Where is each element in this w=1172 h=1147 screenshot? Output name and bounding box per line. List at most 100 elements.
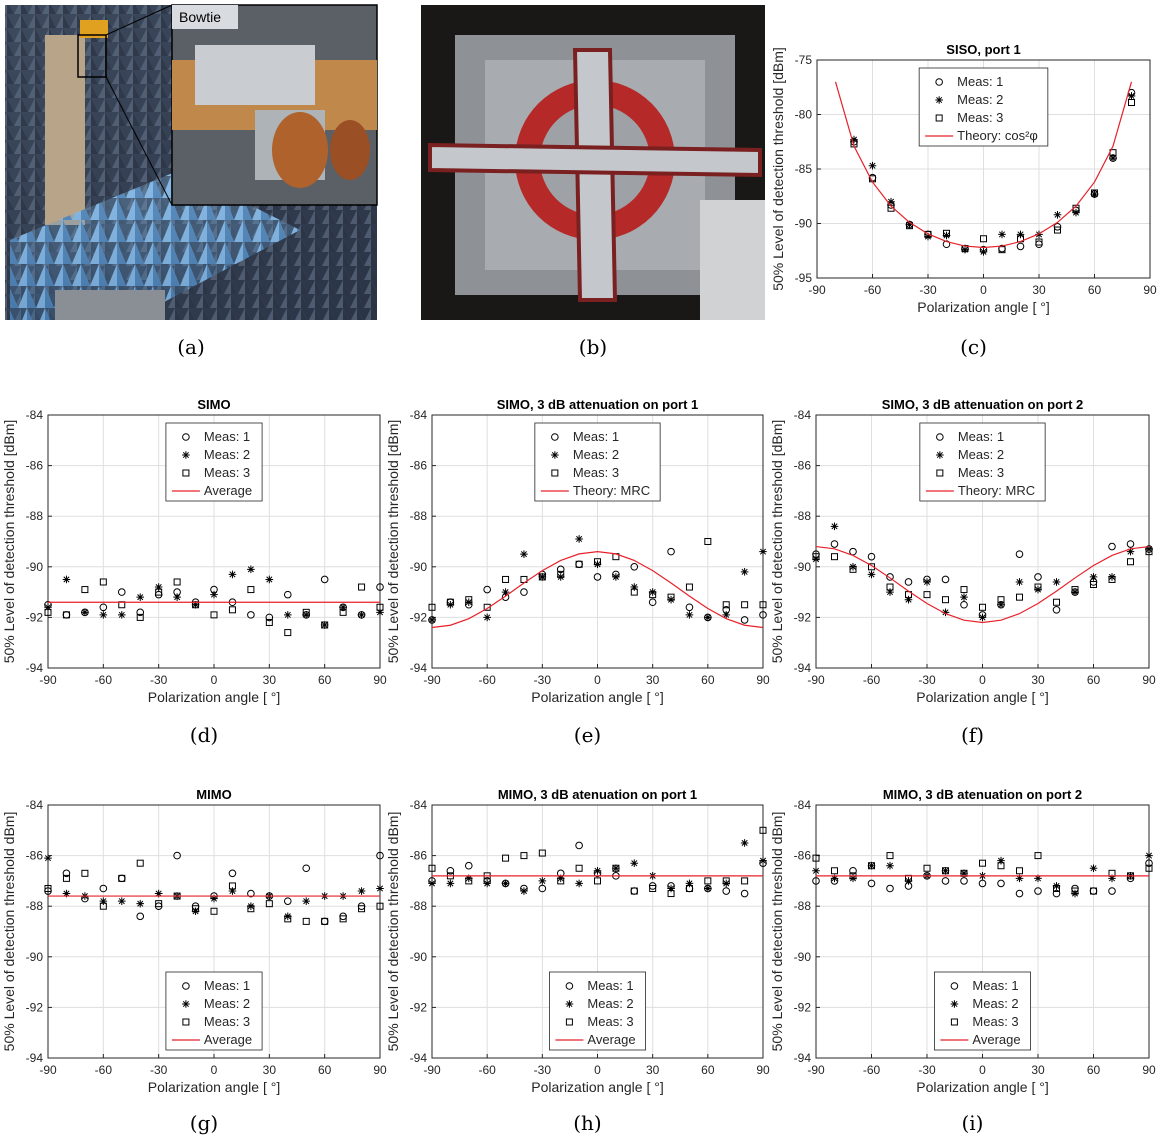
marker bbox=[357, 887, 366, 895]
marker bbox=[283, 897, 292, 905]
marker bbox=[376, 583, 384, 591]
marker bbox=[979, 248, 988, 256]
legend-marker bbox=[936, 433, 944, 441]
marker bbox=[302, 917, 310, 925]
marker bbox=[868, 862, 875, 870]
marker bbox=[978, 613, 987, 622]
marker bbox=[1126, 547, 1135, 556]
photo-b bbox=[421, 5, 765, 320]
legend-marker bbox=[182, 433, 190, 441]
y-tick-label: -86 bbox=[410, 459, 428, 473]
line bbox=[834, 81, 1133, 249]
legend-swatch bbox=[551, 451, 559, 459]
y-tick-label: -84 bbox=[410, 798, 428, 812]
chart: -90 -60 -30 0 30 60 90 -94 -92 -90 -88 -86 -84 MIMO Po… bbox=[1, 787, 387, 1095]
legend-label: Average bbox=[204, 1032, 252, 1047]
marker bbox=[997, 600, 1005, 609]
x-tick-label: 90 bbox=[756, 1063, 770, 1077]
marker bbox=[630, 588, 638, 596]
marker bbox=[1108, 542, 1116, 551]
marker bbox=[446, 598, 454, 606]
marker bbox=[62, 869, 71, 878]
legend: Meas: 1 Meas: 2 Meas: 3 Theory: cos²φ bbox=[918, 67, 1049, 147]
marker bbox=[722, 887, 731, 895]
marker bbox=[446, 879, 455, 888]
x-tick-label: 0 bbox=[594, 673, 601, 687]
x-tick-label: -90 bbox=[423, 1063, 441, 1077]
y-tick-label: -86 bbox=[26, 849, 44, 863]
marker bbox=[722, 611, 731, 619]
marker bbox=[960, 586, 968, 594]
marker bbox=[1089, 864, 1098, 873]
marker bbox=[924, 230, 932, 238]
x-tick-label: -30 bbox=[150, 673, 168, 687]
marker bbox=[81, 608, 89, 617]
legend-swatch bbox=[935, 114, 943, 122]
legend-label: Meas: 2 bbox=[587, 996, 633, 1011]
x-tick-label: -90 bbox=[39, 673, 57, 687]
marker bbox=[941, 575, 950, 584]
legend-label: Meas: 3 bbox=[972, 1014, 1018, 1029]
marker bbox=[1052, 606, 1061, 614]
caption: (e) bbox=[574, 723, 601, 747]
x-tick-label: 90 bbox=[1142, 673, 1156, 687]
marker bbox=[210, 894, 218, 903]
legend-swatch bbox=[936, 451, 944, 459]
legend-marker bbox=[565, 1000, 574, 1008]
legend-swatch bbox=[551, 469, 559, 477]
marker bbox=[62, 889, 71, 898]
marker bbox=[831, 553, 838, 561]
marker bbox=[321, 621, 329, 629]
legend: Meas: 1 Meas: 2 Meas: 3 Average bbox=[549, 971, 646, 1051]
marker bbox=[667, 884, 675, 893]
marker bbox=[685, 884, 693, 892]
chart: -90 -60 -30 0 30 60 90 -94 -92 -90 -88 -86 -84 MIMO, … bbox=[769, 787, 1156, 1095]
x-axis-label: Polarization angle [ °] bbox=[148, 1079, 280, 1095]
marker bbox=[867, 879, 876, 888]
marker bbox=[99, 897, 108, 905]
x-tick-label: -90 bbox=[807, 673, 825, 687]
marker bbox=[228, 570, 237, 579]
marker bbox=[904, 578, 913, 586]
x-tick-label: 60 bbox=[1088, 283, 1102, 297]
chart: -90 -60 -30 0 30 60 90 -94 -92 -90 -88 -86 -84 SIMO Po… bbox=[1, 397, 387, 705]
marker bbox=[667, 593, 675, 601]
marker bbox=[1108, 887, 1116, 895]
y-tick-label: -90 bbox=[26, 950, 44, 964]
marker bbox=[136, 608, 145, 617]
legend-label: Theory: MRC bbox=[573, 483, 650, 498]
marker bbox=[575, 864, 583, 872]
marker bbox=[62, 874, 70, 882]
marker bbox=[941, 877, 950, 885]
caption: (g) bbox=[190, 1111, 218, 1135]
x-tick-label: 60 bbox=[701, 1063, 715, 1077]
marker bbox=[136, 613, 144, 621]
x-tick-label: -30 bbox=[150, 1063, 168, 1077]
marker bbox=[830, 522, 839, 531]
y-tick-label: -90 bbox=[26, 560, 44, 574]
marker bbox=[849, 866, 857, 875]
marker bbox=[483, 879, 491, 888]
legend-box bbox=[165, 971, 263, 1051]
x-tick-label: -90 bbox=[808, 283, 826, 297]
marker bbox=[136, 899, 145, 908]
y-axis-label: 50% Level of detection threshold [dBm] bbox=[1, 420, 17, 664]
caption: (h) bbox=[573, 1111, 602, 1135]
marker bbox=[247, 565, 255, 574]
marker bbox=[1053, 598, 1060, 606]
marker bbox=[44, 608, 52, 616]
marker bbox=[44, 603, 52, 612]
y-tick-label: -84 bbox=[410, 408, 428, 422]
marker bbox=[556, 565, 565, 574]
marker bbox=[722, 601, 730, 609]
x-tick-label: 0 bbox=[594, 1063, 601, 1077]
marker bbox=[979, 859, 986, 867]
x-tick-label: 30 bbox=[263, 1063, 277, 1077]
marker bbox=[320, 575, 329, 584]
marker bbox=[117, 897, 126, 905]
y-tick-label: -90 bbox=[410, 560, 428, 574]
marker bbox=[978, 879, 987, 888]
marker bbox=[228, 869, 237, 878]
marker bbox=[1071, 887, 1079, 895]
